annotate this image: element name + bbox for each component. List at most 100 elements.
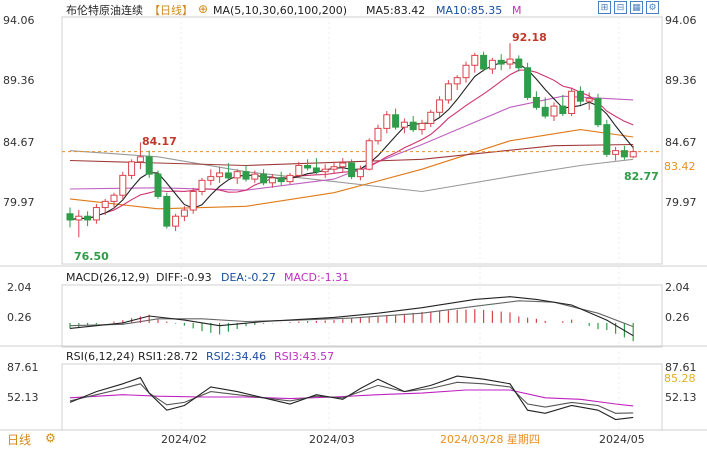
candle-down [163,195,171,227]
candle-up [585,98,593,102]
settings-icon[interactable]: ⚙ [646,1,659,14]
candle-up [436,99,444,113]
candle-up [427,111,435,124]
candle-up [418,122,426,131]
macd-y-tick: 0.26 [7,311,32,324]
rsi2-line [69,381,634,414]
candle-down [260,173,268,184]
candle-down [409,121,417,131]
period-tag[interactable]: 【日线】 [149,4,193,17]
candle-up [629,151,637,158]
rsi-y-tick: 87.61 [7,361,39,374]
macd-panel [69,296,634,342]
candle-up [339,162,347,168]
candle-up [251,173,259,180]
y-tick-left: 84.67 [3,136,35,149]
fit-icon[interactable]: ▦ [630,1,643,14]
ma60-line [69,129,634,210]
last-low-annotation: 82.77 [624,170,659,183]
ma30-line [69,143,634,167]
candle-down [224,172,232,179]
candle-down [242,171,250,180]
y-tick-right: 89.36 [665,74,697,87]
candle-up [374,127,382,142]
rsi-y-tick: 52.13 [7,391,39,404]
candle-up [365,140,373,170]
candle-down [620,150,628,158]
candle-down [603,124,611,155]
period-button[interactable]: 日线 [7,433,32,447]
candle-up [330,166,338,170]
candle-down [559,105,567,115]
rsi-title: RSI(6,12,24) [66,350,135,363]
last-price-tag: 83.42 [664,160,696,173]
rsi-panel [69,375,634,421]
ma5-value: MA5:83.42 [366,4,426,17]
macd-y-tick-right: 0.26 [665,311,690,324]
candle-down [304,164,312,169]
y-tick-right: 94.06 [665,14,697,27]
peak-annotation: 84.17 [142,135,177,148]
rsi-y-tick-right: 87.61 [665,361,697,374]
zoom-in-icon[interactable]: ⊞ [598,1,611,14]
candle-up [453,77,461,85]
candle-down [154,173,162,197]
candle-down [532,96,540,108]
candle-up [506,58,514,65]
candle-down [541,106,549,117]
y-tick-left: 94.06 [3,14,35,27]
macd-dea: DEA:-0.27 [221,271,276,284]
candle-down [515,58,523,69]
candle-up [321,168,329,173]
high-annotation: 92.18 [512,31,547,44]
candle-up [189,190,197,211]
zoom-out-icon[interactable]: ⊟ [614,1,627,14]
panel-frame [61,284,663,348]
candle-up [356,168,364,178]
macd-diff: DIFF:-0.93 [156,271,212,284]
candle-up [172,215,180,227]
rsi1-value: RSI1:28.72 [138,350,199,363]
kline-panel [62,43,662,238]
y-tick-left: 79.97 [3,196,35,209]
candle-down [392,114,400,128]
low-annotation: 76.50 [74,250,109,263]
candle-down [524,67,532,98]
instrument-name: 布伦特原油连续 [66,4,143,17]
settings-icon[interactable]: ⊕ [198,2,209,16]
dif-line [69,296,634,337]
candle-down [66,213,74,221]
candle-up [400,121,408,128]
y-tick-left: 89.36 [3,74,35,87]
candle-up [180,209,188,217]
candle-up [550,105,558,117]
candle-up [383,114,391,129]
m-tag[interactable]: M [512,4,522,17]
candle-up [612,150,620,155]
candle-up [295,164,303,176]
rsi-y-tick-right: 52.13 [665,391,697,404]
grid-lines [0,16,707,431]
candle-up [216,172,224,178]
candle-down [348,162,356,178]
panel-frame [61,363,663,431]
candle-up [286,174,294,183]
ma-params: MA(5,10,30,60,100,200) [213,4,348,17]
candle-up [101,200,109,209]
settings-icon[interactable]: ⚙ [45,431,56,445]
candle-down [497,59,505,65]
y-tick-right: 84.67 [665,136,697,149]
candle-up [233,171,241,179]
rsi3-value: RSI3:43.57 [274,350,335,363]
candle-up [75,215,83,221]
candle-down [84,215,92,221]
macd-value: MACD:-1.31 [284,271,350,284]
candle-up [268,177,276,184]
candle-up [462,64,470,79]
date-label: 2024/03 [309,433,355,446]
candle-up [488,59,496,70]
candle-up [136,156,144,163]
ma200-line [69,150,634,193]
date-label: 2024/05 [599,433,645,446]
